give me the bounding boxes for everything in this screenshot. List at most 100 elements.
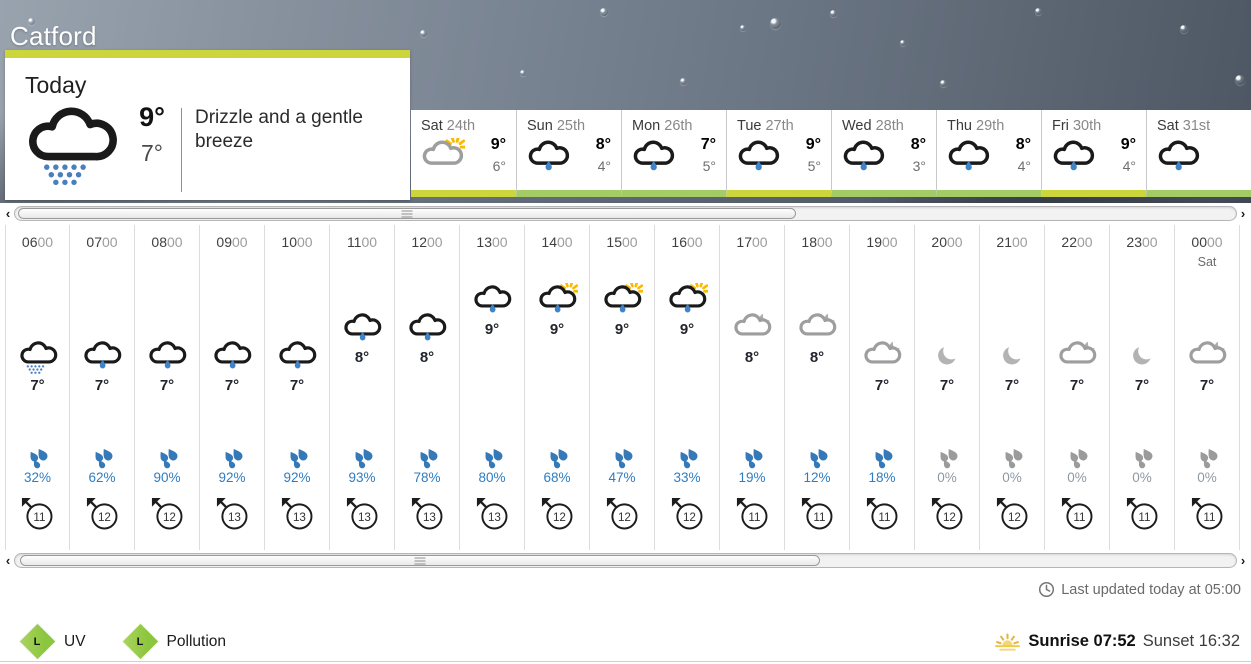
today-summary-text: Drizzle and a gentle breeze <box>195 107 363 152</box>
hour-column-0000[interactable]: 0000 Sat 7° 0% 11 <box>1175 225 1240 550</box>
hourly-scrollbar-bottom[interactable]: ‹ › <box>2 552 1249 569</box>
precipitation-chance: 78% <box>413 470 441 485</box>
day-high-temp: 9° <box>1120 136 1136 153</box>
wind-speed-indicator: 13 <box>265 496 329 531</box>
svg-text:12: 12 <box>682 511 695 524</box>
wind-speed-indicator: 11 <box>1110 496 1174 531</box>
hour-column-0900[interactable]: 0900 7° 92% 13 <box>200 225 265 550</box>
precipitation-icon: 0% <box>915 449 979 485</box>
scrollbar-thumb[interactable] <box>18 208 796 219</box>
svg-text:11: 11 <box>813 511 825 524</box>
hourly-scrollbar-top[interactable]: ‹ › <box>2 205 1249 222</box>
day-high-temp: 8° <box>1015 136 1031 153</box>
wind-speed-indicator: 11 <box>720 496 784 531</box>
hour-temp: 8° <box>354 348 370 366</box>
hour-column-1900[interactable]: 1900 7° 18% 11 <box>850 225 915 550</box>
light-rain-icon <box>1155 138 1201 178</box>
light-rain-icon: 7° <box>265 339 329 394</box>
cloud-moon-icon: 7° <box>850 339 914 394</box>
hour-column-2200[interactable]: 2200 7° 0% 11 <box>1045 225 1110 550</box>
day-tab-mon-26th[interactable]: Mon 26th 7° 5° <box>621 110 726 197</box>
light-rain-icon <box>945 138 991 178</box>
precipitation-chance: 33% <box>673 470 701 485</box>
scroll-right-arrow[interactable]: › <box>1240 553 1246 568</box>
day-tab-sun-25th[interactable]: Sun 25th 8° 4° <box>516 110 621 197</box>
pollution-indicator: L Pollution <box>122 623 226 660</box>
day-tab-tue-27th[interactable]: Tue 27th 9° 5° <box>726 110 831 197</box>
scrollbar-track[interactable] <box>14 206 1237 221</box>
svg-text:11: 11 <box>33 511 45 524</box>
precipitation-icon: 12% <box>785 449 849 485</box>
precipitation-icon: 68% <box>525 449 589 485</box>
drizzle-day-icon: 7° <box>6 339 69 394</box>
hour-column-0700[interactable]: 0700 7° 62% 12 <box>70 225 135 550</box>
hour-column-0800[interactable]: 0800 7° 90% 12 <box>135 225 200 550</box>
precipitation-chance: 0% <box>1002 470 1022 485</box>
day-tab-label: Sat 24th <box>421 118 476 134</box>
precipitation-icon: 47% <box>590 449 654 485</box>
day-low-temp: 6° <box>492 158 506 174</box>
hour-temp: 9° <box>679 320 695 338</box>
hour-temp: 7° <box>1199 376 1215 394</box>
scrollbar-track[interactable] <box>14 553 1237 568</box>
precipitation-chance: 18% <box>868 470 896 485</box>
hour-time: 1000 <box>281 234 313 250</box>
hour-temp: 8° <box>809 348 825 366</box>
uv-indicator: L UV <box>19 623 86 660</box>
hour-time: 1100 <box>346 234 378 250</box>
hour-temp: 7° <box>224 376 240 394</box>
hour-column-1500[interactable]: 1500 9° 47% 12 <box>590 225 655 550</box>
raindrop <box>520 70 526 76</box>
last-updated-text: Last updated today at 05:00 <box>1061 581 1241 598</box>
hour-temp: 7° <box>1069 376 1085 394</box>
hour-time: 1600 <box>671 234 703 250</box>
scroll-left-arrow[interactable]: ‹ <box>5 206 11 221</box>
day-tab-sat-24th[interactable]: Sat 24th 9° 6° <box>411 110 516 197</box>
light-rain-icon: 8° <box>330 311 394 366</box>
svg-text:12: 12 <box>942 511 955 524</box>
svg-text:13: 13 <box>292 511 305 524</box>
hour-column-1000[interactable]: 1000 7° 92% 13 <box>265 225 330 550</box>
uv-level-badge: L <box>19 623 56 660</box>
svg-text:11: 11 <box>878 511 890 524</box>
wind-speed-indicator: 11 <box>1045 496 1109 531</box>
day-tab-label: Mon 26th <box>632 118 693 134</box>
svg-text:11: 11 <box>1138 511 1150 524</box>
precipitation-icon: 18% <box>850 449 914 485</box>
scroll-right-arrow[interactable]: › <box>1240 206 1246 221</box>
precipitation-chance: 92% <box>283 470 311 485</box>
environment-summary: L UV L Pollution <box>19 623 226 660</box>
divider <box>181 108 182 192</box>
hour-column-0600[interactable]: 0600 7° 32% 11 <box>5 225 70 550</box>
day-tab-label: Fri 30th <box>1052 118 1102 134</box>
today-high-temp: 9° <box>139 102 165 132</box>
hour-temp: 9° <box>484 320 500 338</box>
hour-column-1200[interactable]: 1200 8° 78% 13 <box>395 225 460 550</box>
wind-speed-indicator: 12 <box>590 496 654 531</box>
scroll-left-arrow[interactable]: ‹ <box>5 553 11 568</box>
hour-column-1700[interactable]: 1700 8° 19% 11 <box>720 225 785 550</box>
hour-column-2100[interactable]: 2100 7° 0% 12 <box>980 225 1045 550</box>
wind-speed-indicator: 12 <box>135 496 199 531</box>
precipitation-icon: 33% <box>655 449 719 485</box>
day-tab-fri-30th[interactable]: Fri 30th 9° 4° <box>1041 110 1146 197</box>
hour-column-2300[interactable]: 2300 7° 0% 11 <box>1110 225 1175 550</box>
scrollbar-thumb[interactable] <box>20 555 820 566</box>
hour-column-1400[interactable]: 1400 9° 68% 12 <box>525 225 590 550</box>
wind-speed-indicator: 12 <box>70 496 134 531</box>
day-tab-thu-29th[interactable]: Thu 29th 8° 4° <box>936 110 1041 197</box>
hour-column-1800[interactable]: 1800 8° 12% 11 <box>785 225 850 550</box>
hour-column-1600[interactable]: 1600 9° 33% 12 <box>655 225 720 550</box>
precipitation-chance: 0% <box>1132 470 1152 485</box>
hour-time: 1900 <box>866 234 898 250</box>
today-accent-bar <box>5 50 410 58</box>
hour-column-2000[interactable]: 2000 7° 0% 12 <box>915 225 980 550</box>
precipitation-chance: 32% <box>23 470 52 485</box>
hour-column-1100[interactable]: 1100 8° 93% 13 <box>330 225 395 550</box>
day-tab-sat-31st[interactable]: Sat 31st <box>1146 110 1251 197</box>
hour-time: 0900 <box>216 234 248 250</box>
scrollbar-grip <box>414 557 426 564</box>
day-tab-wed-28th[interactable]: Wed 28th 8° 3° <box>831 110 936 197</box>
precipitation-chance: 47% <box>608 470 636 485</box>
hour-column-1300[interactable]: 1300 9° 80% 13 <box>460 225 525 550</box>
